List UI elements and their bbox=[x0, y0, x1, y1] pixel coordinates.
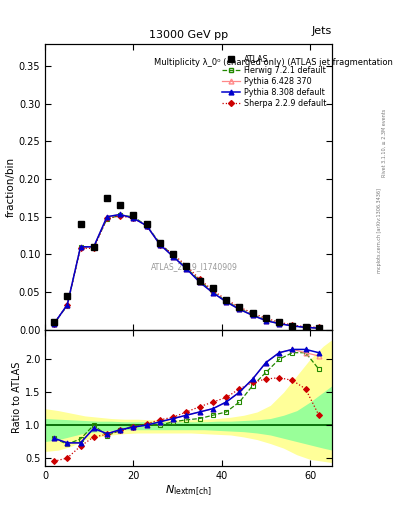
Y-axis label: Ratio to ATLAS: Ratio to ATLAS bbox=[12, 362, 22, 434]
X-axis label: $N_{\mathrm{lextm[ch]}}$: $N_{\mathrm{lextm[ch]}}$ bbox=[165, 483, 212, 498]
Text: mcplots.cern.ch [arXiv:1306.3436]: mcplots.cern.ch [arXiv:1306.3436] bbox=[377, 188, 382, 273]
Title: 13000 GeV pp: 13000 GeV pp bbox=[149, 30, 228, 40]
Text: ATLAS_2019_I1740909: ATLAS_2019_I1740909 bbox=[151, 262, 238, 271]
Text: Jets: Jets bbox=[312, 26, 332, 36]
Y-axis label: fraction/bin: fraction/bin bbox=[6, 157, 16, 217]
Text: Multiplicity λ_0⁰ (charged only) (ATLAS jet fragmentation): Multiplicity λ_0⁰ (charged only) (ATLAS … bbox=[154, 58, 393, 67]
Text: Rivet 3.1.10, ≥ 2.3M events: Rivet 3.1.10, ≥ 2.3M events bbox=[382, 109, 387, 178]
Legend: ATLAS, Herwig 7.2.1 default, Pythia 6.428 370, Pythia 8.308 default, Sherpa 2.2.: ATLAS, Herwig 7.2.1 default, Pythia 6.42… bbox=[221, 53, 328, 110]
